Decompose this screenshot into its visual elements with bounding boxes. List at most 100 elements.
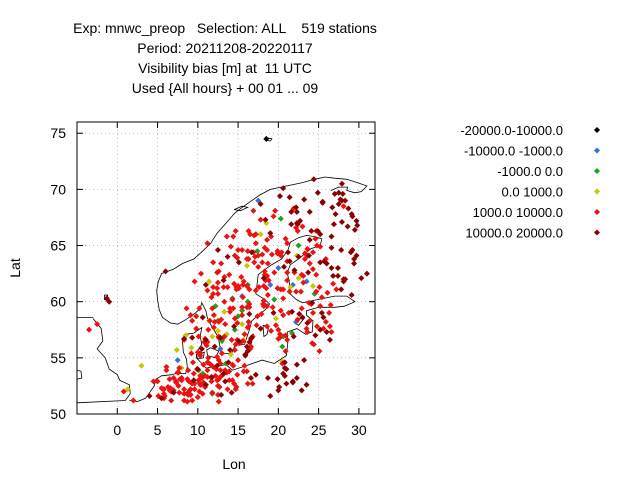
station-point bbox=[303, 381, 310, 388]
station-point bbox=[214, 353, 221, 360]
x-axis-label: Lon bbox=[222, 456, 245, 472]
station-point bbox=[295, 242, 302, 249]
station-point bbox=[183, 305, 190, 312]
coastline-segment bbox=[77, 369, 83, 380]
station-point bbox=[193, 325, 200, 332]
station-point bbox=[244, 380, 251, 387]
station-point bbox=[197, 381, 204, 388]
station-point bbox=[251, 259, 258, 266]
station-point bbox=[189, 334, 196, 341]
plot-frame bbox=[76, 121, 376, 415]
station-point bbox=[243, 256, 250, 263]
station-point bbox=[228, 389, 235, 396]
station-point bbox=[154, 378, 161, 385]
station-point bbox=[245, 227, 252, 234]
station-point bbox=[189, 359, 196, 366]
station-point bbox=[217, 334, 224, 341]
station-point bbox=[216, 384, 223, 391]
station-point bbox=[245, 318, 252, 325]
station-point bbox=[306, 208, 313, 215]
station-point bbox=[264, 236, 271, 243]
station-point bbox=[309, 299, 316, 306]
station-point bbox=[170, 389, 177, 396]
station-point bbox=[209, 305, 216, 312]
station-point bbox=[291, 267, 298, 274]
station-point bbox=[214, 247, 221, 254]
station-point bbox=[293, 361, 300, 368]
station-point bbox=[319, 198, 326, 205]
station-point bbox=[195, 333, 202, 340]
station-point bbox=[202, 381, 209, 388]
station-point bbox=[264, 260, 271, 267]
station-point bbox=[210, 259, 217, 266]
x-tick-label: 20 bbox=[271, 422, 287, 438]
station-point bbox=[194, 349, 201, 356]
station-point bbox=[198, 345, 205, 352]
station-point bbox=[242, 352, 249, 359]
station-point bbox=[257, 200, 264, 207]
x-tick-label: 0 bbox=[113, 422, 121, 438]
station-point bbox=[348, 291, 355, 298]
station-point bbox=[282, 348, 289, 355]
station-point bbox=[249, 380, 256, 387]
station-point bbox=[190, 370, 197, 377]
station-point bbox=[317, 303, 324, 310]
station-point bbox=[241, 331, 248, 338]
station-point bbox=[181, 390, 188, 397]
station-point bbox=[199, 390, 206, 397]
station-point bbox=[290, 333, 297, 340]
station-point bbox=[298, 271, 305, 278]
station-point bbox=[340, 278, 347, 285]
station-point bbox=[222, 378, 229, 385]
station-point bbox=[231, 323, 238, 330]
station-point bbox=[243, 368, 250, 375]
station-point bbox=[257, 325, 264, 332]
station-point bbox=[162, 268, 169, 275]
y-tick-label: 70 bbox=[50, 181, 66, 197]
station-point bbox=[323, 329, 330, 336]
station-point bbox=[224, 386, 231, 393]
station-point bbox=[264, 375, 271, 382]
station-point bbox=[304, 320, 311, 327]
station-point bbox=[308, 227, 315, 234]
station-point bbox=[280, 312, 287, 319]
station-point bbox=[280, 295, 287, 302]
station-point bbox=[305, 269, 312, 276]
legend-marker bbox=[594, 188, 600, 195]
station-point bbox=[243, 262, 250, 269]
station-point bbox=[174, 369, 181, 376]
station-point bbox=[215, 318, 222, 325]
station-point bbox=[326, 309, 333, 316]
station-point bbox=[181, 335, 188, 342]
station-point bbox=[280, 185, 287, 192]
station-point bbox=[317, 326, 324, 333]
station-point bbox=[262, 216, 269, 223]
station-point bbox=[300, 279, 307, 286]
station-point bbox=[158, 395, 165, 402]
station-point bbox=[288, 208, 295, 215]
x-tick-label: 5 bbox=[154, 422, 162, 438]
station-point bbox=[324, 289, 331, 296]
station-point bbox=[230, 305, 237, 312]
station-point bbox=[316, 284, 323, 291]
station-point bbox=[261, 244, 268, 251]
station-point bbox=[254, 313, 261, 320]
station-point bbox=[225, 359, 232, 366]
legend-label: -10000.0 -1000.0 bbox=[464, 144, 563, 159]
station-point bbox=[318, 294, 325, 301]
station-point bbox=[277, 307, 284, 314]
station-point bbox=[326, 336, 333, 343]
legend-label: 1000.0 10000.0 bbox=[473, 205, 563, 220]
station-point bbox=[187, 312, 194, 319]
station-point bbox=[188, 344, 195, 351]
station-point bbox=[252, 240, 259, 247]
station-point bbox=[224, 284, 231, 291]
station-point bbox=[305, 252, 312, 259]
station-point bbox=[130, 397, 137, 404]
station-point bbox=[257, 216, 264, 223]
station-point bbox=[310, 176, 317, 183]
y-tick-label: 75 bbox=[50, 125, 66, 141]
station-point bbox=[351, 226, 358, 233]
axis-ticks: 0 5 10 15 20 25 30 50 55 60 65 70 75 bbox=[50, 122, 375, 438]
station-point bbox=[260, 275, 267, 282]
